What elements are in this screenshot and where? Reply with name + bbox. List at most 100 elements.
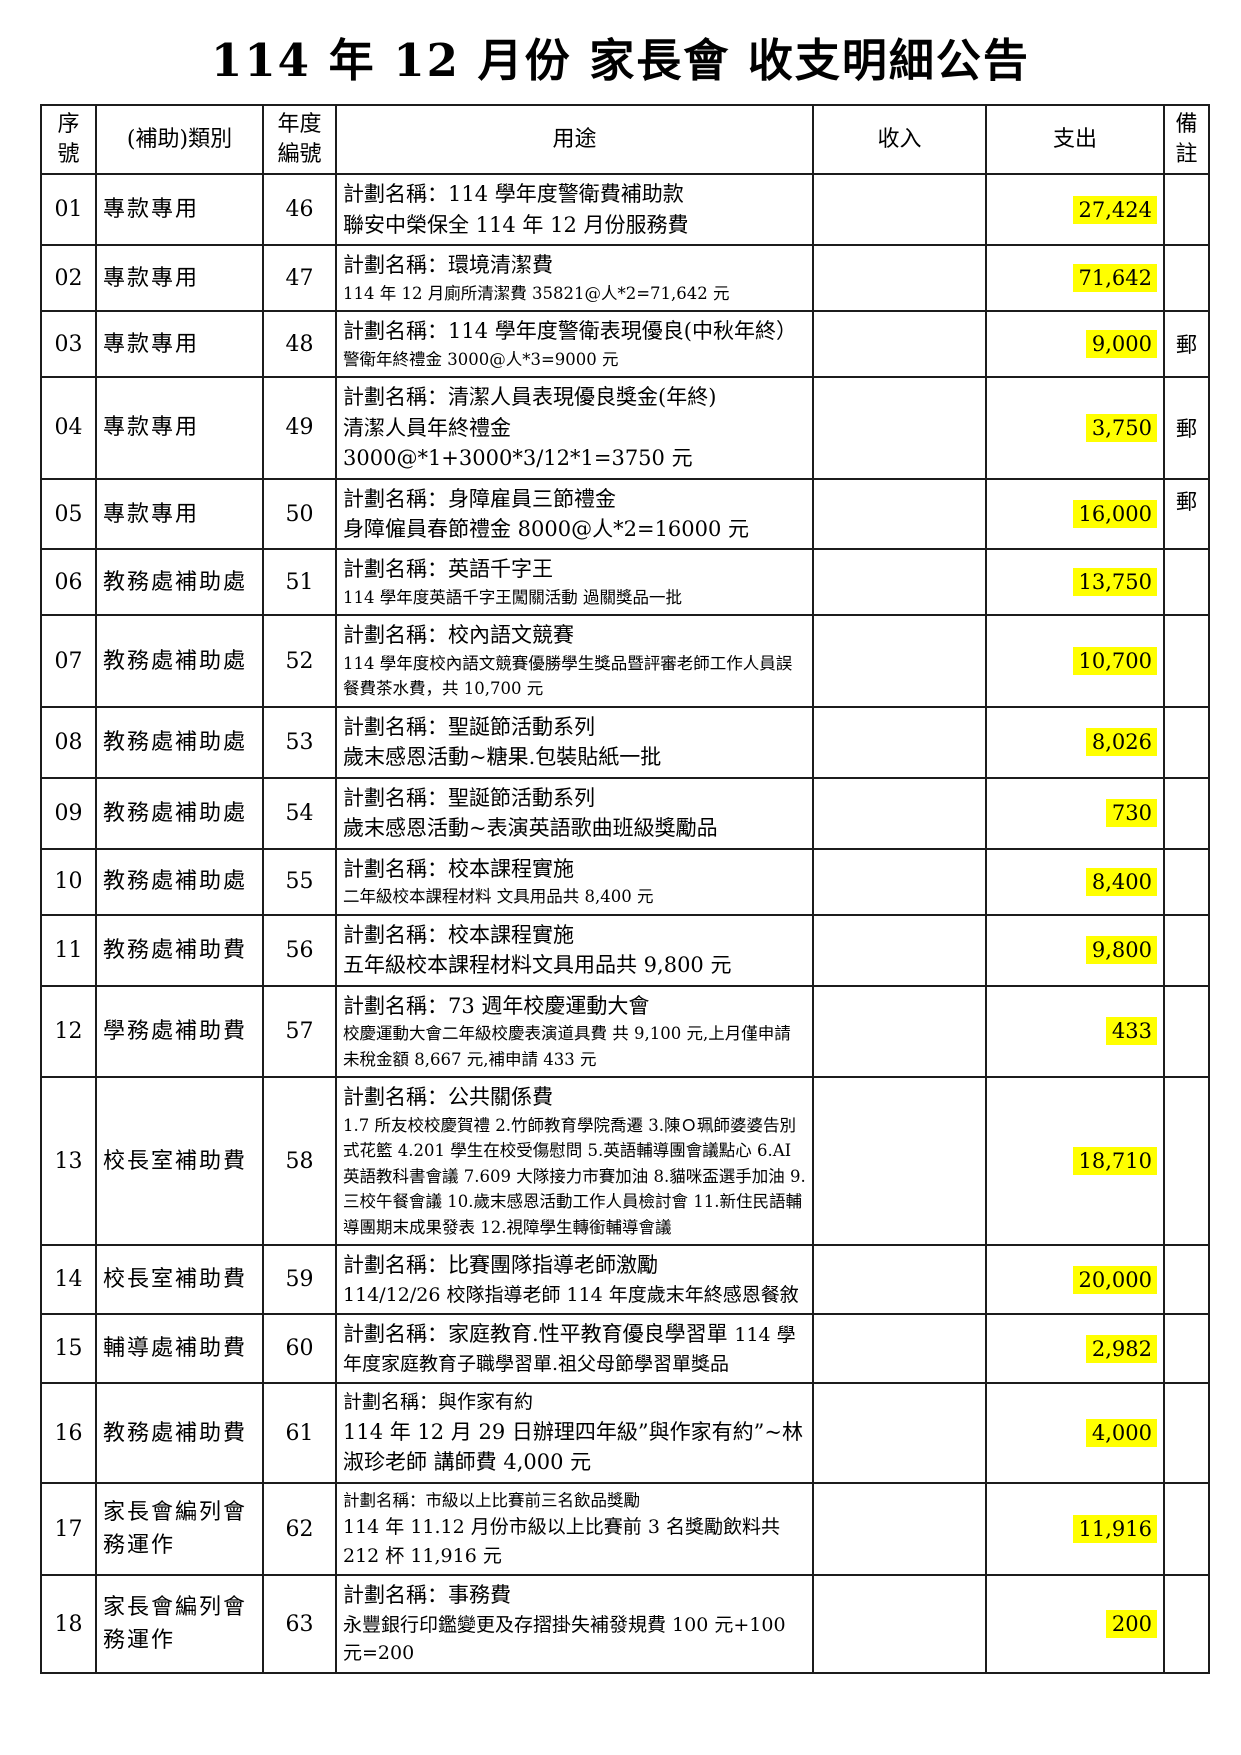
purpose-cell: 計劃名稱：環境清潔費 114 年 12 月廁所清潔費 35821@人*2=71,6… <box>335 244 814 313</box>
purpose-text: 114 學年度家庭教育子職學習單.祖父母節學習單獎品 <box>343 1324 796 1375</box>
expense-amount: 18,710 <box>1072 1147 1157 1176</box>
seq-cell: 12 <box>40 984 97 1079</box>
note-cell: 郵 <box>1163 376 1210 480</box>
income-cell <box>812 776 987 850</box>
purpose-line: 計劃名稱：與作家有約 <box>343 1388 806 1417</box>
expense-amount: 13,750 <box>1072 568 1157 597</box>
purpose-line: 114 學年度英語千字王闖關活動 過關獎品一批 <box>343 585 806 611</box>
category-cell: 家長會編列會務運作 <box>95 1481 264 1577</box>
table-row: 06 教務處補助處 51 計劃名稱：英語千字王 114 學年度英語千字王闖關活動 過關獎… <box>40 548 1210 617</box>
expense-amount: 3,750 <box>1085 413 1157 442</box>
purpose-line: 114 學年度校內語文競賽優勝學生獎品暨評審老師工作人員誤餐費茶水費，共 10,… <box>343 651 806 702</box>
header-note: 備註 <box>1163 103 1210 176</box>
year-no-cell: 46 <box>262 173 337 247</box>
purpose-text: 計劃名稱：家庭教育.性平教育優良學習單 <box>343 1322 735 1347</box>
note-cell <box>1163 1244 1210 1316</box>
purpose-text: 114 學年度校內語文競賽優勝學生獎品暨評審老師工作人員誤餐費茶水費，共 10,… <box>343 653 793 699</box>
purpose-cell: 計劃名稱：公共關係費 1.7 所友校校慶賀禮 2.竹師教育學院喬遷 3.陳Ｏ珮師婆… <box>335 1076 814 1247</box>
purpose-text: 計劃名稱：校本課程實施 <box>343 856 574 881</box>
expense-amount: 8,400 <box>1085 867 1157 896</box>
purpose-line: 五年級校本課程材料文具用品共 9,800 元 <box>343 950 806 980</box>
category-cell: 輔導處補助費 <box>95 1313 264 1385</box>
expense-amount: 9,000 <box>1085 330 1157 359</box>
purpose-line: 計劃名稱：比賽團隊指導老師激勵 <box>343 1250 806 1280</box>
seq-cell: 09 <box>40 776 97 850</box>
category-cell: 專款專用 <box>95 244 264 313</box>
table-row: 03 專款專用 48 計劃名稱：114 學年度警衛表現優良(中秋年終） 警衛年終禮金 … <box>40 310 1210 379</box>
income-cell <box>812 1076 987 1247</box>
purpose-cell: 計劃名稱：114 學年度警衛表現優良(中秋年終） 警衛年終禮金 3000@人*3… <box>335 310 814 379</box>
year-no-cell: 54 <box>262 776 337 850</box>
purpose-line: 身障僱員春節禮金 8000@人*2=16000 元 <box>343 514 806 544</box>
purpose-text: 計劃名稱：市級以上比賽前三名飲品獎勵 <box>343 1490 640 1510</box>
year-no-cell: 59 <box>262 1244 337 1316</box>
purpose-line: 計劃名稱：校本課程實施 <box>343 920 806 950</box>
year-no-cell: 56 <box>262 913 337 987</box>
year-no-cell: 48 <box>262 310 337 379</box>
category-cell: 學務處補助費 <box>95 984 264 1079</box>
purpose-line: 114 年 11.12 月份市級以上比賽前 3 名獎勵飲料共 212 杯 11,… <box>343 1513 806 1570</box>
purpose-cell: 計劃名稱：校本課程實施 五年級校本課程材料文具用品共 9,800 元 <box>335 913 814 987</box>
income-cell <box>812 614 987 708</box>
year-no-cell: 57 <box>262 984 337 1079</box>
expense-cell: 730 <box>985 776 1165 850</box>
purpose-text: 計劃名稱：73 週年校慶運動大會 <box>343 993 650 1018</box>
purpose-line: 計劃名稱：114 學年度警衛費補助款 <box>343 179 806 209</box>
expense-cell: 200 <box>985 1574 1165 1674</box>
category-cell: 教務處補助費 <box>95 1382 264 1484</box>
purpose-text: 114 年 12 月 29 日辦理四年級”與作家有約”~林淑珍老師 講師費 4,… <box>343 1419 803 1475</box>
note-cell <box>1163 548 1210 617</box>
expense-cell: 27,424 <box>985 173 1165 247</box>
expense-amount: 433 <box>1105 1017 1157 1046</box>
expense-amount: 71,642 <box>1072 264 1157 293</box>
seq-cell: 16 <box>40 1382 97 1484</box>
purpose-text: 二年級校本課程材料 文具用品共 8,400 元 <box>343 887 654 907</box>
seq-cell: 05 <box>40 477 97 551</box>
purpose-text: 1.7 所友校校慶賀禮 2.竹師教育學院喬遷 3.陳Ｏ珮師婆婆告別式花籃 4.2… <box>343 1115 806 1237</box>
purpose-cell: 計劃名稱：校本課程實施二年級校本課程材料 文具用品共 8,400 元 <box>335 847 814 916</box>
purpose-text: 計劃名稱：聖誕節活動系列 <box>343 715 595 739</box>
seq-cell: 08 <box>40 706 97 779</box>
year-no-cell: 62 <box>262 1481 337 1577</box>
header-row: 序號 (補助)類別 年度 編號 用途 收入 支出備註 <box>40 103 1210 176</box>
note-cell <box>1163 614 1210 708</box>
seq-cell: 18 <box>40 1574 97 1674</box>
purpose-text: 114 年 11.12 月份市級以上比賽前 3 名獎勵飲料共 212 杯 11,… <box>343 1516 780 1567</box>
purpose-line: 計劃名稱：聖誕節活動系列 <box>343 712 806 742</box>
purpose-text: 計劃名稱：與作家有約 <box>343 1391 534 1414</box>
year-no-cell: 63 <box>262 1574 337 1674</box>
purpose-cell: 計劃名稱：身障雇員三節禮金 身障僱員春節禮金 8000@人*2=16000 元 <box>335 477 814 551</box>
category-cell: 專款專用 <box>95 173 264 247</box>
table-row: 01 專款專用 46 計劃名稱：114 學年度警衛費補助款 聯安中榮保全 114 年 1… <box>40 173 1210 247</box>
purpose-text: 114 年 12 月廁所清潔費 35821@人*2=71,642 元 <box>343 283 730 303</box>
table-row: 18 家長會編列會務運作 63 計劃名稱：事務費 永豐銀行印鑑變更及存摺掛失補發規費 1… <box>40 1574 1210 1674</box>
purpose-text: 計劃名稱：公共關係費 <box>343 1085 553 1110</box>
table-row: 13 校長室補助費 58 計劃名稱：公共關係費 1.7 所友校校慶賀禮 2.竹師教育學院… <box>40 1076 1210 1247</box>
year-no-cell: 61 <box>262 1382 337 1484</box>
purpose-line: 1.7 所友校校慶賀禮 2.竹師教育學院喬遷 3.陳Ｏ珮師婆婆告別式花籃 4.2… <box>343 1113 806 1241</box>
note-text: 郵 <box>1176 333 1197 358</box>
purpose-cell: 計劃名稱：聖誕節活動系列 歲末感恩活動~糖果.包裝貼紙一批 <box>335 706 814 779</box>
seq-cell: 06 <box>40 548 97 617</box>
expense-amount: 9,800 <box>1085 936 1157 965</box>
purpose-line: 計劃名稱：73 週年校慶運動大會 <box>343 991 806 1021</box>
expense-cell: 2,982 <box>985 1313 1165 1385</box>
purpose-line: 計劃名稱：清潔人員表現優良獎金(年終) <box>343 382 806 412</box>
expense-amount: 16,000 <box>1072 500 1157 528</box>
table-row: 12 學務處補助費 57 計劃名稱：73 週年校慶運動大會 校慶運動大會二年級校慶表演道… <box>40 984 1210 1079</box>
expense-amount: 4,000 <box>1085 1419 1157 1448</box>
seq-cell: 13 <box>40 1076 97 1247</box>
note-cell <box>1163 1313 1210 1385</box>
table-row: 15 輔導處補助費 60 計劃名稱：家庭教育.性平教育優良學習單 114 學年度家庭教… <box>40 1313 1210 1385</box>
table-row: 08 教務處補助處 53 計劃名稱：聖誕節活動系列 歲末感恩活動~糖果.包裝貼紙一批 8,… <box>40 706 1210 779</box>
purpose-cell: 計劃名稱：英語千字王 114 學年度英語千字王闖關活動 過關獎品一批 <box>335 548 814 617</box>
purpose-line: 計劃名稱：114 學年度警衛表現優良(中秋年終） 警衛年終禮金 3000@人*3… <box>343 316 806 372</box>
table-row: 14 校長室補助費 59 計劃名稱：比賽團隊指導老師激勵 114/12/26 校隊指導老… <box>40 1244 1210 1316</box>
note-cell <box>1163 847 1210 916</box>
table-row: 05 專款專用 50 計劃名稱：身障雇員三節禮金 身障僱員春節禮金 8000@人*2=1… <box>40 477 1210 551</box>
purpose-text: 計劃名稱：事務費 <box>343 1583 511 1608</box>
income-cell <box>812 1481 987 1577</box>
table-row: 17 家長會編列會務運作 62 計劃名稱：市級以上比賽前三名飲品獎勵 114 年 11.… <box>40 1481 1210 1577</box>
table-row: 09 教務處補助處 54 計劃名稱：聖誕節活動系列 歲末感恩活動~表演英語歌曲班級獎勵品… <box>40 776 1210 850</box>
